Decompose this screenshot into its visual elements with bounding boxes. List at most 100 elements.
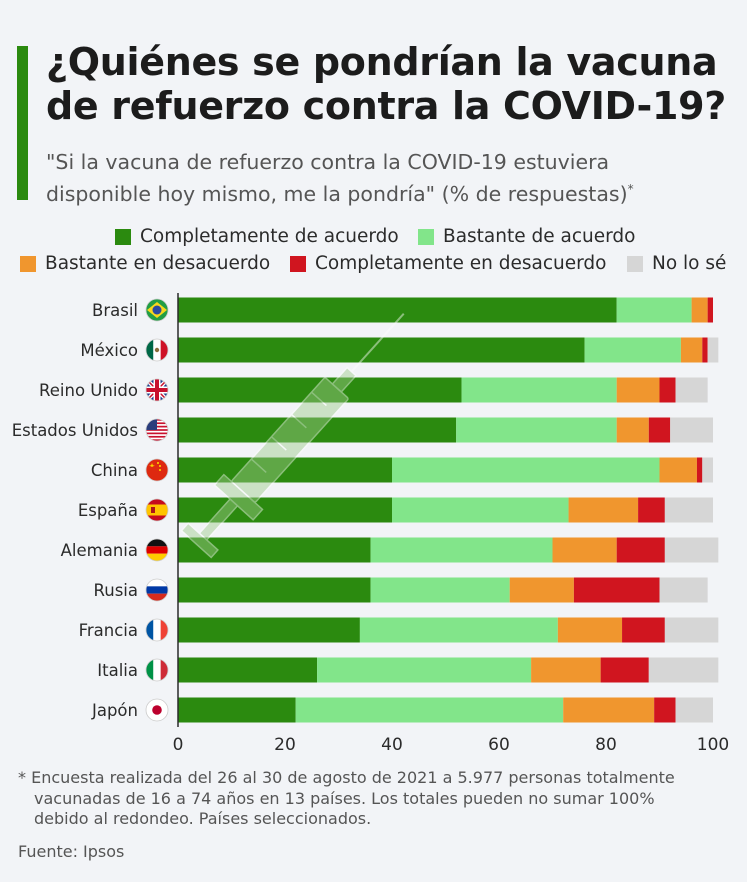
footnote-line-2: vacunadas de 16 a 74 años en 13 países. … <box>34 788 655 808</box>
legend-swatch <box>418 228 434 245</box>
category-label: España <box>78 501 138 520</box>
russia-flag <box>145 578 169 602</box>
bar-segment <box>178 337 585 363</box>
bar-segment <box>178 297 617 323</box>
category-label: Italia <box>97 661 138 680</box>
bar-segment <box>568 497 639 523</box>
bar-segment <box>552 537 617 563</box>
bar-segment <box>392 457 660 483</box>
bar-segment <box>670 417 713 443</box>
x-tick-label: 40 <box>381 735 403 755</box>
bar-segment <box>178 377 462 403</box>
legend-label: Bastante en desacuerdo <box>45 253 271 274</box>
bar-segment <box>295 697 564 723</box>
category-labels: Brasil México Reino Unido Estados Unidos Chi… <box>12 301 138 720</box>
category-label: Brasil <box>92 301 138 320</box>
chart-subtitle: "Si la vacuna de refuerzo contra la COVI… <box>46 149 736 208</box>
bar-segment <box>178 497 392 523</box>
category-label: Estados Unidos <box>12 421 138 440</box>
footnote: * Encuesta realizada del 26 al 30 de ago… <box>18 768 738 830</box>
france-flag <box>145 618 169 642</box>
bar-segment <box>317 657 532 683</box>
syringe-watermark-icon <box>180 312 405 559</box>
bar-segment <box>664 497 713 523</box>
bar-segment <box>654 697 676 723</box>
bar-segment <box>600 657 649 683</box>
bar-segment <box>696 457 703 483</box>
germany-flag <box>145 538 169 562</box>
bar-segment <box>178 537 371 563</box>
bar-segment <box>659 457 697 483</box>
title-accent-bar <box>17 46 28 200</box>
bar-segment <box>675 697 713 723</box>
spain-flag <box>145 498 169 522</box>
legend-swatch <box>115 228 131 245</box>
x-tick-label: 80 <box>595 735 617 755</box>
bar-segment <box>702 337 708 363</box>
legend-item-dont-know: No lo sé <box>627 253 726 274</box>
brazil-flag <box>145 298 169 322</box>
title-line-2: de refuerzo contra la COVID-19? <box>46 84 726 128</box>
bar-segment <box>178 417 457 443</box>
bar-segment <box>659 577 708 603</box>
bar-segment <box>638 497 665 523</box>
bar-segment <box>563 697 655 723</box>
subtitle-line-1: "Si la vacuna de refuerzo contra la COVI… <box>46 150 610 174</box>
legend-swatch <box>290 255 306 272</box>
bar-segment <box>178 577 371 603</box>
china-flag <box>145 458 169 482</box>
bar-segment <box>557 617 623 643</box>
bar-segment <box>531 657 601 683</box>
legend-label: Completamente de acuerdo <box>140 226 399 247</box>
chart-title: ¿Quiénes se pondrían la vacuna de refuer… <box>46 40 736 128</box>
italy-flag <box>145 658 169 682</box>
category-label: Japón <box>91 701 138 720</box>
bar-segment <box>675 377 708 403</box>
bar-segment <box>616 377 660 403</box>
bar-segment <box>178 697 296 723</box>
x-tick-label: 20 <box>274 735 296 755</box>
bar-segment <box>659 377 676 403</box>
footnote-line-3: debido al redondeo. Países seleccionados… <box>34 809 372 828</box>
bar-segment <box>622 617 665 643</box>
title-line-1: ¿Quiénes se pondrían la vacuna <box>46 40 718 84</box>
bar-segment <box>616 417 649 443</box>
bar-segment <box>707 337 719 363</box>
bar-segment <box>648 417 671 443</box>
category-label: Reino Unido <box>39 381 138 400</box>
legend-label: Bastante de acuerdo <box>443 226 636 247</box>
x-tick-label: 0 <box>173 735 184 755</box>
legend-item-somewhat-agree: Bastante de acuerdo <box>418 226 635 247</box>
legend-item-completely-agree: Completamente de acuerdo <box>115 226 399 247</box>
x-tick-label: 60 <box>488 735 510 755</box>
legend-swatch <box>627 255 643 272</box>
uk-flag <box>145 378 169 402</box>
bar-segment <box>616 537 665 563</box>
legend-label: No lo sé <box>652 253 727 274</box>
x-tick-label: 100 <box>697 735 729 755</box>
category-label: Francia <box>79 621 138 640</box>
category-label: Rusia <box>94 581 138 600</box>
bar-segment <box>178 617 360 643</box>
bar-segment <box>648 657 719 683</box>
x-axis-ticks: 0 20 40 60 80 100 <box>173 735 730 755</box>
bar-segment <box>664 537 719 563</box>
bar-segment <box>392 497 569 523</box>
bar-segment <box>456 417 617 443</box>
bar-segment <box>178 657 318 683</box>
mexico-flag <box>145 338 169 362</box>
subtitle-footnote-mark: * <box>627 182 634 196</box>
bar-segment <box>680 337 703 363</box>
usa-flag <box>145 418 169 442</box>
category-label: México <box>80 341 138 360</box>
bar-segment <box>370 537 553 563</box>
category-label: China <box>91 461 138 480</box>
bar-segment <box>664 617 719 643</box>
bar-segment <box>178 457 392 483</box>
source-note: Fuente: Ipsos <box>18 842 125 861</box>
bar-segment <box>359 617 558 643</box>
bar-segment <box>461 377 617 403</box>
bars-layer <box>178 297 719 723</box>
subtitle-line-2: disponible hoy mismo, me la pondría" (% … <box>46 181 634 206</box>
legend-swatch <box>20 255 36 272</box>
